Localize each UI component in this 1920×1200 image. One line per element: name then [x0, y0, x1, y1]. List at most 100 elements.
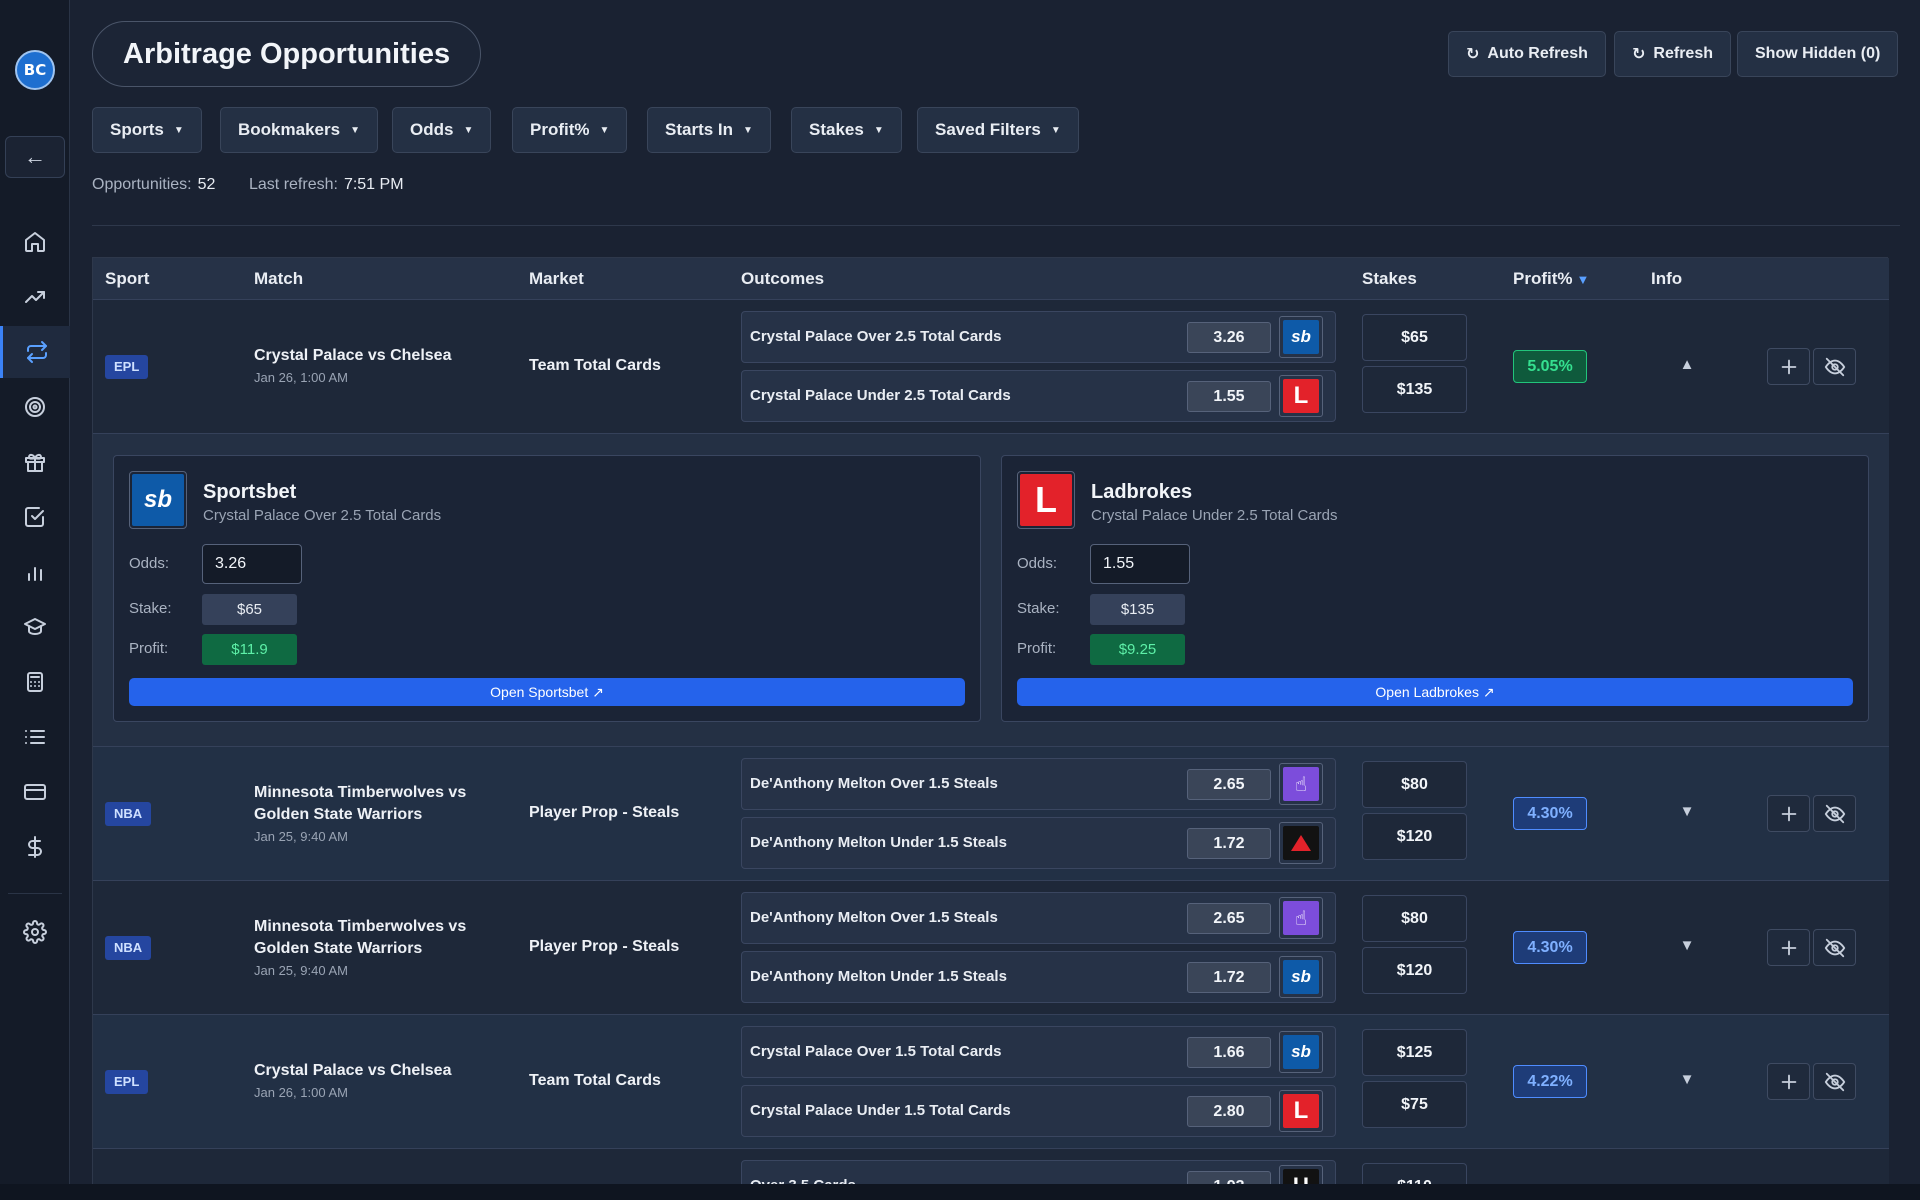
app-logo[interactable]: BC: [15, 50, 55, 90]
nav-list[interactable]: [0, 711, 70, 763]
add-button[interactable]: [1767, 929, 1810, 966]
hide-button[interactable]: [1813, 348, 1856, 385]
col-sport[interactable]: Sport: [105, 269, 150, 288]
col-info[interactable]: Info: [1651, 269, 1683, 288]
nav-settings[interactable]: [0, 906, 70, 958]
refresh-button[interactable]: ↻ Refresh: [1614, 31, 1731, 77]
nav-calculator[interactable]: [0, 656, 70, 708]
market-cell: Player Prop - Steals: [529, 938, 680, 955]
nav-gift[interactable]: [0, 436, 70, 488]
bookmaker-logo[interactable]: L: [1279, 1090, 1323, 1132]
odds-input[interactable]: 3.26: [202, 544, 302, 584]
filter-saved[interactable]: Saved Filters ▼: [917, 107, 1079, 153]
col-outcomes[interactable]: Outcomes: [741, 269, 825, 288]
profit-badge: 5.05%: [1513, 350, 1587, 383]
show-hidden-label: Show Hidden (0): [1755, 45, 1881, 62]
col-market[interactable]: Market: [529, 269, 584, 288]
outcome-label: Crystal Palace Over 2.5 Total Cards: [750, 328, 1002, 345]
bookmaker-logo[interactable]: ☝: [1279, 897, 1323, 939]
market-cell: Team Total Cards: [529, 357, 661, 374]
stake-value: $80: [1362, 895, 1467, 942]
table-row[interactable]: EPL Crystal Palace vs Chelsea Jan 26, 1:…: [93, 300, 1889, 434]
open-sportsbet-button[interactable]: Open Sportsbet ↗: [129, 678, 965, 706]
caret-down-icon: ▼: [350, 124, 360, 136]
odds-value: 1.72: [1187, 828, 1271, 859]
bookmaker-logo[interactable]: sb: [1279, 956, 1323, 998]
col-profit[interactable]: Profit% ▼: [1513, 258, 1589, 300]
stake-value: $120: [1362, 813, 1467, 860]
nav-home[interactable]: [0, 216, 70, 268]
nav-trending[interactable]: [0, 271, 70, 323]
auto-refresh-button[interactable]: ↻ Auto Refresh: [1448, 31, 1606, 77]
stake-label: Stake:: [129, 600, 172, 617]
filter-profit[interactable]: Profit% ▼: [512, 107, 628, 153]
card-icon: [24, 784, 46, 800]
bookmaker-logo[interactable]: L: [1279, 375, 1323, 417]
bookmaker-name: Ladbrokes: [1091, 481, 1193, 503]
nav-tasks[interactable]: [0, 491, 70, 543]
home-icon: [25, 232, 45, 252]
outcome-label: De'Anthony Melton Over 1.5 Steals: [750, 775, 998, 792]
calculator-icon: [27, 672, 43, 692]
nav-stats[interactable]: [0, 546, 70, 598]
nav-payments[interactable]: [0, 766, 70, 818]
odds-label: Odds:: [1017, 555, 1058, 572]
nav-arbitrage[interactable]: [0, 326, 70, 378]
filter-odds[interactable]: Odds ▼: [392, 107, 492, 153]
col-stakes[interactable]: Stakes: [1362, 269, 1417, 288]
table-row[interactable]: NBA Minnesota Timberwolves vs Golden Sta…: [93, 881, 1889, 1015]
bookmaker-logo[interactable]: sb: [1279, 1031, 1323, 1073]
match-date: Jan 26, 1:00 AM: [254, 370, 348, 385]
caret-down-icon: ▼: [173, 124, 184, 136]
show-hidden-button[interactable]: Show Hidden (0): [1737, 31, 1899, 77]
filter-label: Bookmakers: [238, 120, 341, 139]
filter-stakes[interactable]: Stakes ▼: [791, 107, 902, 153]
caret-down-icon: ▼: [599, 124, 610, 136]
outcome-item: De'Anthony Melton Over 1.5 Steals 2.65 ☝: [741, 892, 1336, 944]
filter-sports[interactable]: Sports ▼: [92, 107, 202, 153]
match-name: Minnesota Timberwolves vs Golden State W…: [254, 918, 467, 957]
outcome-item: De'Anthony Melton Under 1.5 Steals 1.72: [741, 817, 1336, 869]
eye-off-icon: [1824, 938, 1845, 957]
stake-value: $80: [1362, 761, 1467, 808]
odds-input[interactable]: 1.55: [1090, 544, 1190, 584]
add-button[interactable]: [1767, 1063, 1810, 1100]
main-content: Arbitrage Opportunities ↻ Auto Refresh ↻…: [70, 0, 1920, 1200]
filter-starts-in[interactable]: Starts In ▼: [647, 107, 771, 153]
expand-row-icon[interactable]: ▼: [1679, 937, 1695, 954]
table-row[interactable]: NBA Minnesota Timberwolves vs Golden Sta…: [93, 747, 1889, 881]
odds-value: 2.65: [1187, 769, 1271, 800]
target-icon: [25, 397, 45, 417]
nav-money[interactable]: [0, 821, 70, 873]
eye-off-icon: [1824, 1072, 1845, 1091]
filter-label: Starts In: [665, 120, 734, 139]
bookmaker-logo[interactable]: sb: [1279, 316, 1323, 358]
hide-button[interactable]: [1813, 929, 1856, 966]
hide-button[interactable]: [1813, 795, 1856, 832]
table-row[interactable]: EPL Crystal Palace vs Chelsea Jan 26, 1:…: [93, 1015, 1889, 1149]
hide-button[interactable]: [1813, 1063, 1856, 1100]
pointing-hand-icon: ☝: [1283, 767, 1319, 801]
outcome-label: De'Anthony Melton Over 1.5 Steals: [750, 909, 998, 926]
nav-target[interactable]: [0, 381, 70, 433]
add-button[interactable]: [1767, 795, 1810, 832]
plus-icon: [1781, 806, 1796, 821]
col-match[interactable]: Match: [254, 269, 304, 288]
add-button[interactable]: [1767, 348, 1810, 385]
open-ladbrokes-button[interactable]: Open Ladbrokes ↗: [1017, 678, 1853, 706]
filter-bookmakers[interactable]: Bookmakers ▼: [220, 107, 378, 153]
bookmaker-logo[interactable]: ☝: [1279, 763, 1323, 805]
expand-row-icon[interactable]: ▼: [1679, 1071, 1695, 1088]
collapse-row-icon[interactable]: ▲: [1679, 356, 1695, 373]
list-icon: [25, 730, 45, 744]
trending-icon: [25, 291, 45, 303]
stake-value: $65: [1362, 314, 1467, 361]
refresh-icon: ↻: [1632, 46, 1646, 63]
bookmaker-logo[interactable]: [1279, 822, 1323, 864]
match-cell: Crystal Palace vs Chelsea Jan 26, 1:00 A…: [254, 345, 494, 387]
eye-off-icon: [1824, 804, 1845, 823]
opportunities-label: Opportunities:: [92, 176, 192, 193]
expand-row-icon[interactable]: ▼: [1679, 803, 1695, 820]
nav-learn[interactable]: [0, 601, 70, 653]
collapse-sidebar-button[interactable]: ←: [5, 136, 65, 178]
